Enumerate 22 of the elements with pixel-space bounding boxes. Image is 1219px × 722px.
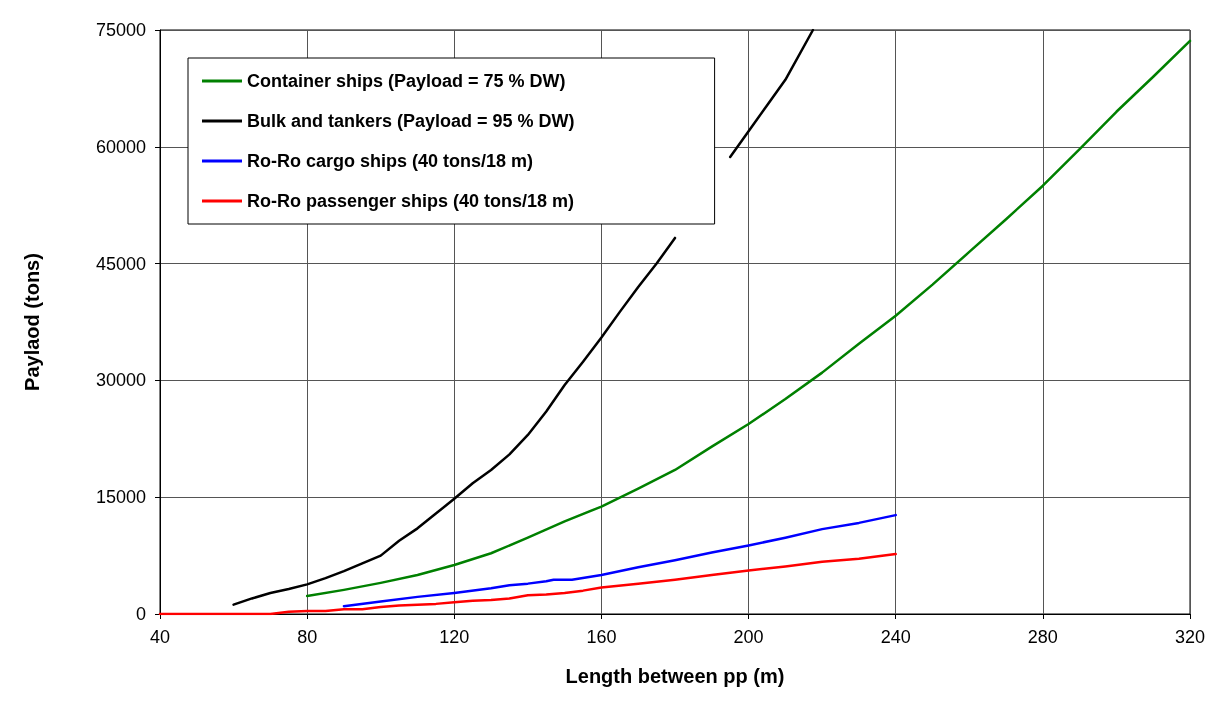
y-tick-label: 15000 bbox=[95, 487, 146, 508]
y-axis-title: Paylaod (tons) bbox=[21, 253, 43, 391]
x-tick-label: 320 bbox=[1174, 627, 1206, 647]
legend-label: Container ships (Payload = 75 % DW) bbox=[247, 71, 566, 91]
x-tick-label: 160 bbox=[586, 627, 617, 647]
y-tick-label: 45000 bbox=[95, 253, 146, 274]
y-tick-label: 0 bbox=[135, 604, 146, 624]
x-tick-label: 80 bbox=[297, 627, 318, 647]
x-axis-title: Length between pp (m) bbox=[565, 665, 785, 687]
x-tick-label: 40 bbox=[149, 627, 171, 647]
legend-label: Bulk and tankers (Payload = 95 % DW) bbox=[247, 111, 575, 131]
x-tick-label: 240 bbox=[880, 627, 911, 647]
x-tick-label: 280 bbox=[1027, 627, 1058, 647]
x-tick-label: 200 bbox=[733, 627, 764, 647]
line-series bbox=[342, 513, 897, 608]
y-tick-label: 60000 bbox=[95, 136, 146, 157]
legend-label: Ro-Ro cargo ships (40 tons/18 m) bbox=[247, 151, 534, 171]
y-tick-label: 30000 bbox=[95, 370, 146, 391]
y-tick-label: 75000 bbox=[95, 20, 146, 40]
legend-label: Ro-Ro passenger ships (40 tons/18 m) bbox=[247, 191, 575, 211]
line-series bbox=[158, 552, 897, 616]
x-tick-label: 120 bbox=[439, 627, 470, 647]
